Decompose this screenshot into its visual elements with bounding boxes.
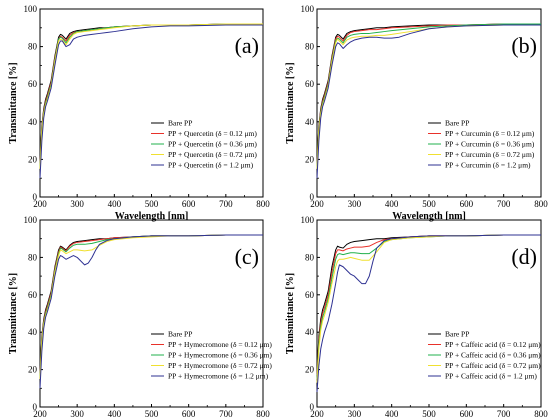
legend-label: PP + Quercetin (δ = 1.2 μm) xyxy=(168,161,254,170)
x-tick-label: 700 xyxy=(219,409,233,418)
y-tick-label: 80 xyxy=(28,42,38,52)
chart-panel-0: 200 300 400 500 600 700 800 0 20 40 60 80 100 Wavelen… xyxy=(8,4,270,222)
legend-label: Bare PP xyxy=(168,119,192,128)
legend-label: PP + Curcumin (δ = 0.12 μm) xyxy=(445,129,535,138)
legend-label: PP + Quercetin (δ = 0.36 μm) xyxy=(168,140,257,149)
legend-label: PP + Hymecromone (δ = 0.12 μm) xyxy=(168,340,272,349)
y-tick-label: 60 xyxy=(28,290,38,300)
x-tick-label: 800 xyxy=(534,199,548,209)
x-tick-label: 500 xyxy=(145,199,159,209)
panel-label: (d) xyxy=(511,244,537,269)
legend-label: PP + Quercetin (δ = 0.72 μm) xyxy=(168,150,257,159)
x-tick-label: 600 xyxy=(182,199,196,209)
series-line-3 xyxy=(316,234,541,383)
x-tick-label: 300 xyxy=(70,199,84,209)
x-tick-label: 800 xyxy=(256,199,270,209)
y-tick-label: 40 xyxy=(305,117,315,127)
x-tick-label: 300 xyxy=(348,199,362,209)
x-tick-label: 800 xyxy=(534,409,548,418)
series-line-4 xyxy=(39,234,263,389)
panel-label: (c) xyxy=(235,244,259,269)
y-tick-label: 0 xyxy=(33,402,38,412)
y-tick-label: 100 xyxy=(301,4,315,14)
legend-label: PP + Hymecromone (δ = 1.2 μm) xyxy=(168,372,269,381)
y-tick-label: 80 xyxy=(305,252,315,262)
legend-label: PP + Hymecromone (δ = 0.72 μm) xyxy=(168,361,272,370)
y-tick-label: 60 xyxy=(305,79,315,89)
x-tick-label: 400 xyxy=(385,409,399,418)
series-line-2 xyxy=(316,23,541,167)
y-tick-label: 0 xyxy=(33,192,38,202)
y-tick-label: 40 xyxy=(28,327,38,337)
x-tick-label: 600 xyxy=(460,409,474,418)
panel-label: (b) xyxy=(511,33,537,58)
x-tick-label: 700 xyxy=(497,199,511,209)
y-tick-label: 80 xyxy=(28,252,38,262)
legend-label: Bare PP xyxy=(445,119,469,128)
y-tick-label: 0 xyxy=(310,402,315,412)
y-tick-label: 80 xyxy=(305,42,315,52)
y-tick-label: 20 xyxy=(305,154,315,164)
y-tick-label: 60 xyxy=(305,290,315,300)
y-axis-title: Transmittance [%] xyxy=(8,273,19,354)
x-tick-label: 200 xyxy=(33,199,47,209)
x-tick-label: 500 xyxy=(422,409,436,418)
x-tick-label: 200 xyxy=(310,199,324,209)
legend-label: Bare PP xyxy=(168,330,192,339)
y-axis-title: Transmittance [%] xyxy=(8,62,19,143)
x-tick-label: 400 xyxy=(385,199,399,209)
series-line-4 xyxy=(316,234,541,393)
legend-label: PP + Hymecromone (δ = 0.36 μm) xyxy=(168,351,272,360)
legend-label: PP + Curcumin (δ = 0.36 μm) xyxy=(445,140,535,149)
y-tick-label: 40 xyxy=(305,327,315,337)
x-tick-label: 700 xyxy=(219,199,233,209)
x-tick-label: 400 xyxy=(108,409,122,418)
legend-label: PP + Caffeic acid (δ = 1.2 μm) xyxy=(445,372,537,381)
chart-panel-1: 200 300 400 500 600 700 800 0 20 40 60 80 100 Wavelen… xyxy=(285,4,548,222)
x-tick-label: 600 xyxy=(182,409,196,418)
series-line-4 xyxy=(316,24,541,179)
x-tick-label: 400 xyxy=(108,199,122,209)
y-tick-label: 100 xyxy=(24,215,38,225)
y-tick-label: 20 xyxy=(28,365,38,375)
series-line-0 xyxy=(316,23,541,164)
x-tick-label: 700 xyxy=(497,409,511,418)
y-tick-label: 20 xyxy=(305,365,315,375)
chart-panel-3: 200300400500600700800020406080100Wavelen… xyxy=(285,215,548,418)
x-tick-label: 500 xyxy=(145,409,159,418)
y-tick-label: 100 xyxy=(301,215,315,225)
x-tick-label: 600 xyxy=(460,199,474,209)
y-tick-label: 40 xyxy=(28,117,38,127)
series-line-3 xyxy=(39,23,263,169)
series-line-4 xyxy=(39,24,263,179)
y-tick-label: 20 xyxy=(28,154,38,164)
legend-label: PP + Quercetin (δ = 0.12 μm) xyxy=(168,129,257,138)
legend-label: PP + Curcumin (δ = 1.2 μm) xyxy=(445,161,531,170)
x-axis-title: Wavelength [nm] xyxy=(115,211,189,222)
series-line-1 xyxy=(316,23,541,166)
x-tick-label: 300 xyxy=(348,409,362,418)
legend-label: PP + Caffeic acid (δ = 0.36 μm) xyxy=(445,351,541,360)
x-tick-label: 300 xyxy=(70,409,84,418)
legend-label: PP + Caffeic acid (δ = 0.12 μm) xyxy=(445,340,541,349)
x-tick-label: 800 xyxy=(256,409,270,418)
panel-label: (a) xyxy=(235,33,259,58)
x-axis-title: Wavelength [nm] xyxy=(392,211,466,222)
y-tick-label: 60 xyxy=(28,79,38,89)
x-tick-label: 200 xyxy=(33,409,47,418)
y-axis-title: Transmittance [%] xyxy=(285,62,296,143)
x-tick-label: 200 xyxy=(310,409,324,418)
y-axis-title: Transmittance [%] xyxy=(285,273,296,354)
legend-label: PP + Caffeic acid (δ = 0.72 μm) xyxy=(445,361,541,370)
y-tick-label: 100 xyxy=(24,4,38,14)
legend-label: PP + Curcumin (δ = 0.72 μm) xyxy=(445,150,535,159)
legend-label: Bare PP xyxy=(445,330,469,339)
series-line-3 xyxy=(39,234,263,379)
y-tick-label: 0 xyxy=(310,192,315,202)
chart-panel-2: 200300400500600700800020406080100Wavelen… xyxy=(8,215,272,418)
x-tick-label: 500 xyxy=(422,199,436,209)
